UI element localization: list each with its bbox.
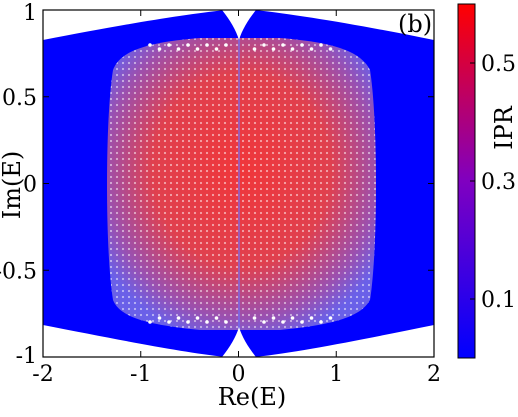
edge-dot bbox=[224, 320, 228, 324]
inner-region-texture bbox=[107, 38, 376, 330]
bottom-gap bbox=[222, 327, 256, 357]
edge-dot bbox=[252, 47, 257, 51]
edge-dot bbox=[252, 316, 257, 320]
edge-dot bbox=[176, 316, 181, 320]
edge-dots bbox=[148, 43, 333, 324]
colorbar-label: IPR bbox=[490, 105, 518, 150]
edge-dot bbox=[281, 43, 285, 47]
x-ticks: -2 -1 0 1 2 bbox=[32, 10, 441, 387]
edge-dot bbox=[281, 320, 285, 324]
edge-dot bbox=[195, 47, 200, 51]
x-tick-label: 1 bbox=[329, 362, 343, 387]
edge-dot bbox=[328, 316, 333, 320]
edge-dot bbox=[214, 316, 219, 320]
y-tick-label: -0.5 bbox=[0, 259, 37, 284]
edge-dot bbox=[176, 47, 181, 51]
y-tick-label: 0.5 bbox=[2, 86, 37, 111]
edge-dot bbox=[290, 316, 295, 320]
edge-dot bbox=[262, 43, 266, 47]
edge-dot bbox=[186, 43, 190, 47]
y-tick-label: -1 bbox=[16, 344, 37, 369]
y-tick-label: 1 bbox=[23, 1, 37, 26]
edge-dot bbox=[186, 320, 190, 324]
edge-dot bbox=[214, 47, 219, 51]
edge-dot bbox=[309, 47, 314, 51]
colorbar-tick-label: 0.3 bbox=[481, 170, 516, 195]
colorbar-tick-label: 0.1 bbox=[481, 288, 516, 313]
edge-dot bbox=[309, 316, 314, 320]
edge-dot bbox=[300, 43, 304, 47]
edge-dot bbox=[262, 320, 266, 324]
top-gap bbox=[222, 10, 256, 40]
edge-dot bbox=[300, 320, 304, 324]
colorbar-tick-label: 0.5 bbox=[481, 52, 516, 77]
edge-dot bbox=[148, 320, 152, 324]
edge-dot bbox=[167, 320, 171, 324]
edge-dot bbox=[319, 320, 323, 324]
edge-dot bbox=[205, 43, 209, 47]
y-axis-label: Im(E) bbox=[0, 151, 26, 219]
colorbar-ticks: 0.5 0.3 0.1 bbox=[470, 52, 516, 313]
edge-dot bbox=[271, 316, 276, 320]
edge-dot bbox=[167, 43, 171, 47]
edge-dot bbox=[271, 47, 276, 51]
edge-dot bbox=[148, 43, 152, 47]
x-axis-label: Re(E) bbox=[218, 383, 287, 411]
edge-dot bbox=[157, 316, 162, 320]
panel-label: (b) bbox=[398, 10, 432, 38]
edge-dot bbox=[319, 43, 323, 47]
y-ticks: 1 0.5 0 -0.5 -1 bbox=[0, 1, 434, 369]
edge-dot bbox=[157, 47, 162, 51]
edge-dot bbox=[205, 320, 209, 324]
edge-dot bbox=[328, 47, 333, 51]
x-tick-label: -1 bbox=[130, 362, 151, 387]
edge-dot bbox=[290, 47, 295, 51]
y-tick-label: 0 bbox=[23, 173, 37, 198]
x-tick-label: 2 bbox=[427, 362, 441, 387]
x-tick-label: 0 bbox=[232, 362, 246, 387]
edge-dot bbox=[224, 43, 228, 47]
edge-dot bbox=[195, 316, 200, 320]
x-tick-label: -2 bbox=[32, 362, 53, 387]
